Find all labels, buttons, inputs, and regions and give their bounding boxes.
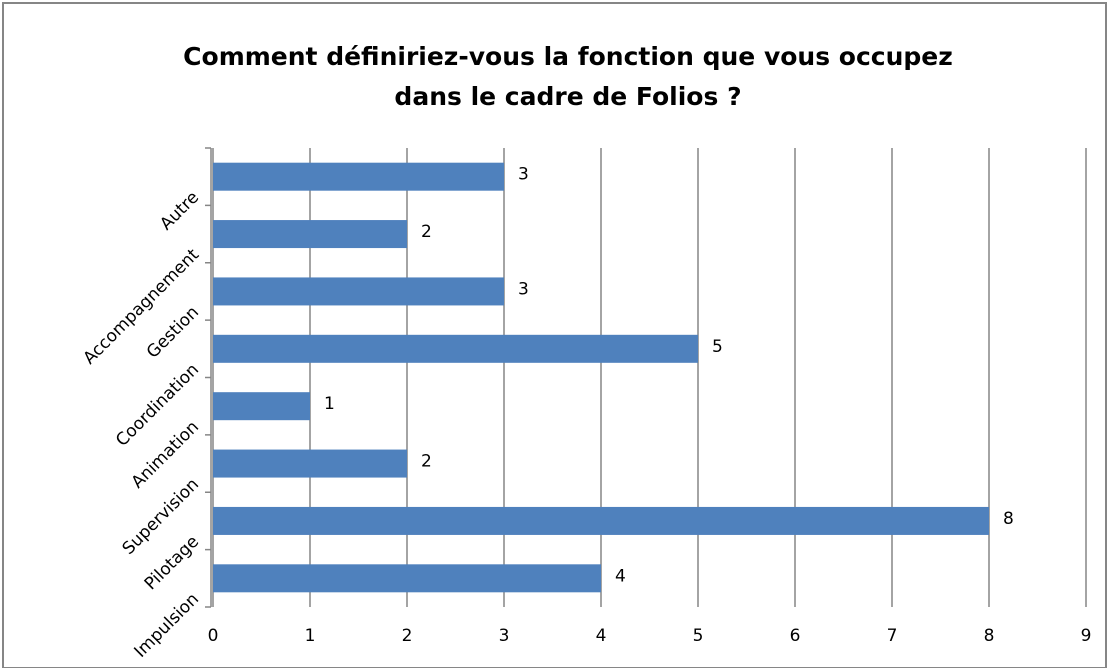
bar <box>213 162 504 191</box>
bar <box>213 449 407 478</box>
x-tick-label: 2 <box>402 626 413 646</box>
x-tick-label: 9 <box>1081 626 1092 646</box>
chart-title: dans le cadre de Folios ? <box>394 82 741 111</box>
data-label: 1 <box>324 394 335 414</box>
data-label: 3 <box>518 279 529 299</box>
bar <box>213 334 698 363</box>
x-tick-label: 6 <box>790 626 801 646</box>
bar <box>213 277 504 306</box>
data-label: 3 <box>518 165 529 185</box>
chart-title: Comment définiriez-vous la fonction que … <box>183 42 953 71</box>
x-tick-label: 5 <box>693 626 704 646</box>
x-tick-label: 0 <box>208 626 219 646</box>
bar <box>213 506 989 535</box>
data-label: 2 <box>421 452 432 472</box>
data-label: 4 <box>615 566 626 586</box>
x-tick-label: 4 <box>596 626 607 646</box>
data-label: 2 <box>421 222 432 242</box>
data-label: 5 <box>712 337 723 357</box>
bar <box>213 564 601 593</box>
x-tick-label: 8 <box>984 626 995 646</box>
x-tick-label: 3 <box>499 626 510 646</box>
bar <box>213 392 310 421</box>
data-label: 8 <box>1003 509 1014 529</box>
bar <box>213 220 407 249</box>
x-tick-label: 7 <box>887 626 898 646</box>
x-tick-label: 1 <box>305 626 316 646</box>
